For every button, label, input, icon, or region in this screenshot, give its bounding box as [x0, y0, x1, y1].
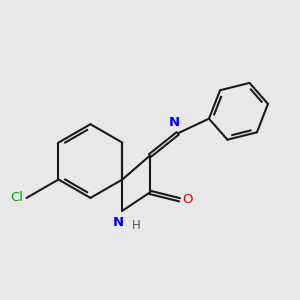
Text: Cl: Cl: [11, 191, 24, 204]
Text: O: O: [182, 193, 193, 206]
Text: N: N: [169, 116, 180, 129]
Text: N: N: [113, 216, 124, 229]
Text: H: H: [132, 219, 140, 232]
